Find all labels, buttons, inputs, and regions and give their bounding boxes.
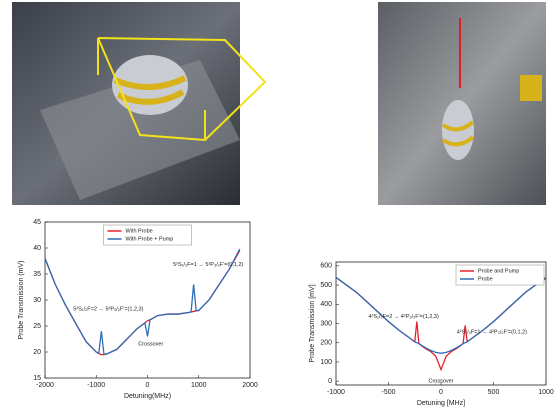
figure: -2000-100001000200015202530354045Detunin… (0, 0, 556, 410)
x-tick-label: -2000 (36, 382, 54, 389)
y-tick-label: 400 (320, 301, 332, 308)
annotation: 4²S₁/₂F=1 → 4²P₃/₂F'=(0,1,2) (457, 330, 527, 336)
y-tick-label: 200 (320, 340, 332, 347)
annotation: Crossover (138, 342, 163, 348)
x-axis-label: Detuning(MHz) (124, 393, 171, 400)
y-axis-label: Probe Transmission [mV] (309, 284, 316, 362)
legend-label: Probe and Pump (478, 268, 519, 274)
y-tick-label: 45 (33, 219, 41, 226)
series-line (336, 277, 546, 369)
y-tick-label: 20 (33, 349, 41, 356)
x-tick-label: -500 (381, 389, 395, 396)
legend-label: Probe (478, 276, 493, 282)
y-tick-label: 300 (320, 320, 332, 327)
x-tick-label: 0 (439, 389, 443, 396)
annotation: Crossover (428, 379, 453, 385)
y-tick-label: 30 (33, 297, 41, 304)
y-tick-label: 35 (33, 271, 41, 278)
y-tick-label: 25 (33, 323, 41, 330)
y-axis-label: Probe Transmission (mV) (18, 261, 25, 340)
y-tick-label: 0 (328, 378, 332, 385)
chart: -1000 -500 0 500 1000 0 100 200 300 400 500 600 Detu… (309, 262, 554, 407)
legend-label: With Probe + Pump (126, 236, 174, 242)
x-tick-label: -1000 (327, 389, 345, 396)
annotation: 5²S₁/₂F=2 → 5²P₃/₂F'=(1,2,3) (73, 306, 143, 312)
y-tick-label: 500 (320, 282, 332, 289)
y-tick-label: 600 (320, 263, 332, 270)
chart: -2000 -1000 0 1000 2000 15 20 25 30 35 40 45 Detunin… (18, 219, 258, 400)
x-axis-label: Detuning [MHz] (417, 400, 465, 407)
photo-right (378, 2, 546, 205)
annotation: 4²S₁/₂F=2 → 4²P₃/₂F'=(1,2,3) (369, 314, 439, 320)
y-tick-label: 100 (320, 359, 332, 366)
x-tick-label: 1000 (538, 389, 554, 396)
x-tick-label: 2000 (242, 382, 258, 389)
photo-left (12, 2, 265, 205)
legend-label: With Probe (126, 228, 153, 234)
plot-frame (45, 222, 250, 378)
y-tick-label: 15 (33, 375, 41, 382)
x-tick-label: 1000 (191, 382, 207, 389)
series-line (336, 277, 546, 353)
y-tick-label: 40 (33, 245, 41, 252)
x-tick-label: 0 (146, 382, 150, 389)
x-tick-label: -1000 (87, 382, 105, 389)
annotation: 5²S₁/₂F=1 → 5²P₃/₂F'=(0,1,2) (173, 262, 243, 268)
x-tick-label: 500 (488, 389, 500, 396)
